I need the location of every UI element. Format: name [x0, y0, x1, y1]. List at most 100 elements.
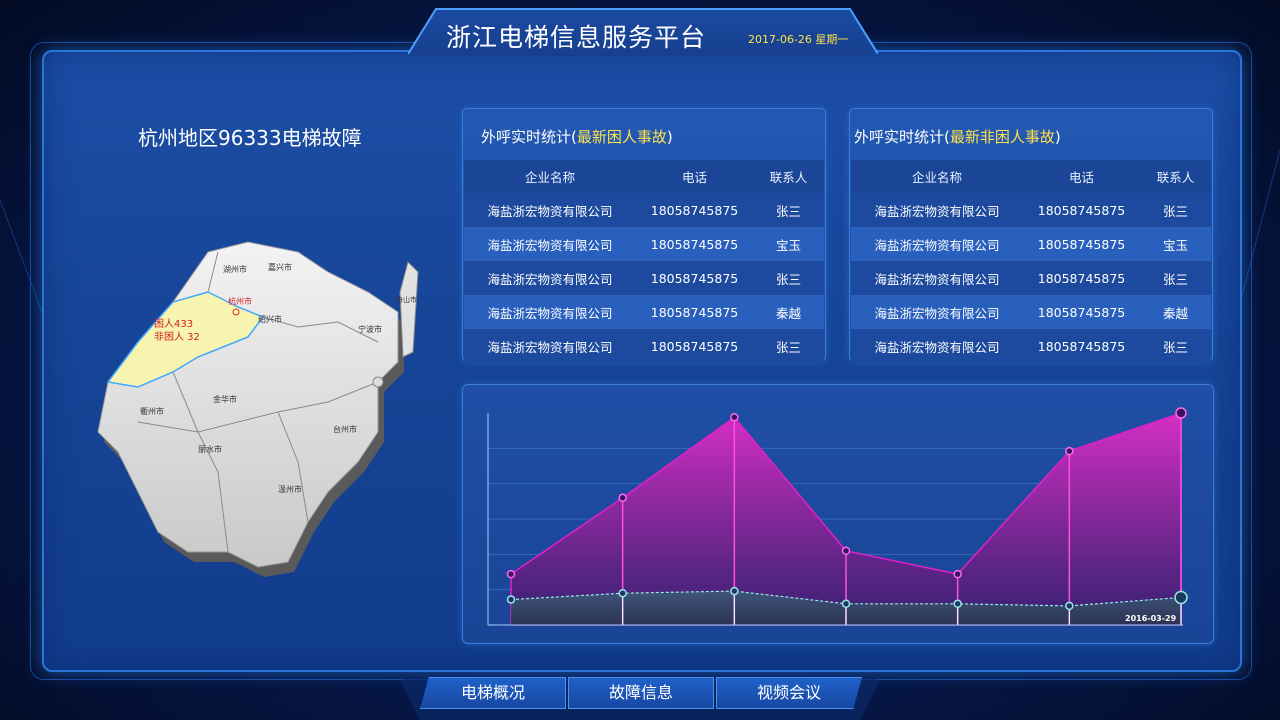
data-point-lower[interactable] — [506, 595, 516, 604]
trapped-count-label: 困人433 — [154, 318, 193, 330]
table-row[interactable]: 海盐浙宏物资有限公司 18058745875 张三 — [851, 193, 1211, 227]
contact-cell: 宝玉 — [1140, 227, 1211, 261]
chart-series-group — [506, 407, 1188, 626]
table-row[interactable]: 海盐浙宏物资有限公司 18058745875 秦越 — [464, 295, 824, 329]
hangzhou-marker-icon — [232, 308, 240, 316]
data-point-magenta[interactable] — [1175, 407, 1187, 419]
map-city-label: 衢州市 — [140, 406, 164, 416]
company-cell: 海盐浙宏物资有限公司 — [851, 295, 1023, 329]
map-zhoushan — [399, 261, 419, 358]
contact-cell: 秦越 — [1140, 295, 1211, 329]
data-point-magenta[interactable] — [1065, 446, 1074, 456]
non-trapped-count-label: 非困人 32 — [154, 331, 200, 343]
column-header: 联系人 — [1140, 160, 1211, 193]
nav-video-conference[interactable]: 视频会议 — [716, 677, 862, 709]
table-row[interactable]: 海盐浙宏物资有限公司 18058745875 宝玉 — [464, 227, 824, 261]
panel-non-trapped-calls: 外呼实时统计(最新非困人事故) 企业名称 电话 联系人 海盐浙宏物资有限公司 18… — [849, 108, 1213, 363]
table-row[interactable]: 海盐浙宏物资有限公司 18058745875 张三 — [464, 261, 824, 295]
x-tick-label: 2016-03-29 — [1125, 614, 1177, 623]
map-region-hangzhou[interactable] — [106, 291, 265, 388]
contact-cell: 张三 — [753, 329, 824, 363]
panel-trapped-calls: 外呼实时统计(最新困人事故) 企业名称 电话 联系人 海盐浙宏物资有限公司 180… — [462, 108, 826, 363]
column-header: 企业名称 — [464, 160, 636, 193]
contact-cell: 张三 — [1140, 193, 1211, 227]
date-label: 2017-06-26 星期一 — [748, 33, 849, 46]
data-point-magenta[interactable] — [730, 412, 739, 422]
company-cell: 海盐浙宏物资有限公司 — [851, 227, 1023, 261]
table-row[interactable]: 海盐浙宏物资有限公司 18058745875 宝玉 — [851, 227, 1211, 261]
data-point-lower[interactable] — [730, 586, 739, 596]
company-cell: 海盐浙宏物资有限公司 — [464, 193, 636, 227]
table-row[interactable]: 海盐浙宏物资有限公司 18058745875 张三 — [464, 193, 824, 227]
data-point-lower[interactable] — [618, 588, 627, 598]
nav-elevator-overview[interactable]: 电梯概况 — [420, 677, 566, 709]
table-row[interactable]: 海盐浙宏物资有限公司 18058745875 张三 — [851, 261, 1211, 295]
contact-cell: 张三 — [1140, 329, 1211, 363]
data-point-lower[interactable] — [953, 599, 962, 609]
phone-cell: 18058745875 — [636, 329, 753, 363]
data-point-lower[interactable] — [841, 599, 851, 609]
map-city-label: 温州市 — [278, 484, 302, 494]
company-cell: 海盐浙宏物资有限公司 — [464, 295, 636, 329]
data-point-magenta[interactable] — [953, 569, 962, 579]
map-city-label: 台州市 — [333, 424, 357, 434]
phone-cell: 18058745875 — [636, 261, 753, 295]
phone-cell: 18058745875 — [636, 193, 753, 227]
phone-cell: 18058745875 — [636, 227, 753, 261]
company-cell: 海盐浙宏物资有限公司 — [464, 329, 636, 363]
map-border — [172, 371, 229, 553]
map-island — [372, 376, 384, 388]
app-title: 浙江电梯信息服务平台 — [446, 23, 707, 52]
phone-cell: 18058745875 — [1023, 261, 1140, 295]
company-cell: 海盐浙宏物资有限公司 — [464, 261, 636, 295]
panel-title: 外呼实时统计(最新非困人事故) — [854, 128, 1061, 146]
map-province — [97, 241, 399, 568]
contact-cell: 张三 — [753, 193, 824, 227]
column-header: 企业名称 — [851, 160, 1023, 193]
highlight-city-label: 杭州市 — [228, 296, 252, 306]
data-point-magenta[interactable] — [841, 546, 851, 556]
contact-cell: 张三 — [1140, 261, 1211, 295]
map-title: 杭州地区96333电梯故障 — [138, 126, 362, 150]
map-city-label: 湖州市 — [223, 264, 247, 274]
column-header: 联系人 — [753, 160, 824, 193]
phone-cell: 18058745875 — [1023, 329, 1140, 363]
map-border — [207, 251, 219, 293]
phone-cell: 18058745875 — [636, 295, 753, 329]
data-point-magenta[interactable] — [618, 493, 627, 503]
phone-cell: 18058745875 — [1023, 227, 1140, 261]
map-border — [277, 411, 309, 523]
map-city-label: 嘉兴市 — [268, 262, 292, 272]
table-row[interactable]: 海盐浙宏物资有限公司 18058745875 张三 — [464, 329, 824, 363]
table-row[interactable]: 海盐浙宏物资有限公司 18058745875 秦越 — [851, 295, 1211, 329]
contact-cell: 秦越 — [753, 295, 824, 329]
title-tab-border — [408, 8, 878, 54]
map-city-label: 绍兴市 — [258, 314, 282, 324]
map-border — [262, 316, 379, 343]
non-trapped-calls-table: 企业名称 电话 联系人 海盐浙宏物资有限公司 18058745875 张三 海盐浙宏… — [851, 160, 1211, 363]
map-city-label: 金华市 — [213, 394, 237, 404]
company-cell: 海盐浙宏物资有限公司 — [464, 227, 636, 261]
chart-panel: 2016-03-29 — [462, 384, 1214, 644]
company-cell: 海盐浙宏物资有限公司 — [851, 193, 1023, 227]
map-city-label: 宁波市 — [358, 324, 382, 334]
company-cell: 海盐浙宏物资有限公司 — [851, 329, 1023, 363]
area-chart[interactable]: 2016-03-29 — [463, 385, 1213, 643]
column-header: 电话 — [636, 160, 753, 193]
data-point-lower[interactable] — [1065, 601, 1074, 611]
phone-cell: 18058745875 — [1023, 295, 1140, 329]
data-point-lower[interactable] — [1174, 590, 1188, 605]
panel-title: 外呼实时统计(最新困人事故) — [481, 128, 673, 146]
contact-cell: 宝玉 — [753, 227, 824, 261]
zhejiang-map[interactable]: 湖州市 嘉兴市 绍兴市 宁波市 衢州市 金华市 丽水市 台州市 温州市 舟山市 … — [78, 232, 428, 582]
map-city-label: 丽水市 — [198, 444, 222, 454]
data-point-magenta[interactable] — [506, 569, 516, 579]
company-cell: 海盐浙宏物资有限公司 — [851, 261, 1023, 295]
trapped-calls-table: 企业名称 电话 联系人 海盐浙宏物资有限公司 18058745875 张三 海盐浙宏… — [464, 160, 824, 363]
phone-cell: 18058745875 — [1023, 193, 1140, 227]
contact-cell: 张三 — [753, 261, 824, 295]
column-header: 电话 — [1023, 160, 1140, 193]
table-row[interactable]: 海盐浙宏物资有限公司 18058745875 张三 — [851, 329, 1211, 363]
map-city-label: 舟山市 — [396, 295, 417, 304]
nav-fault-info[interactable]: 故障信息 — [568, 677, 714, 709]
